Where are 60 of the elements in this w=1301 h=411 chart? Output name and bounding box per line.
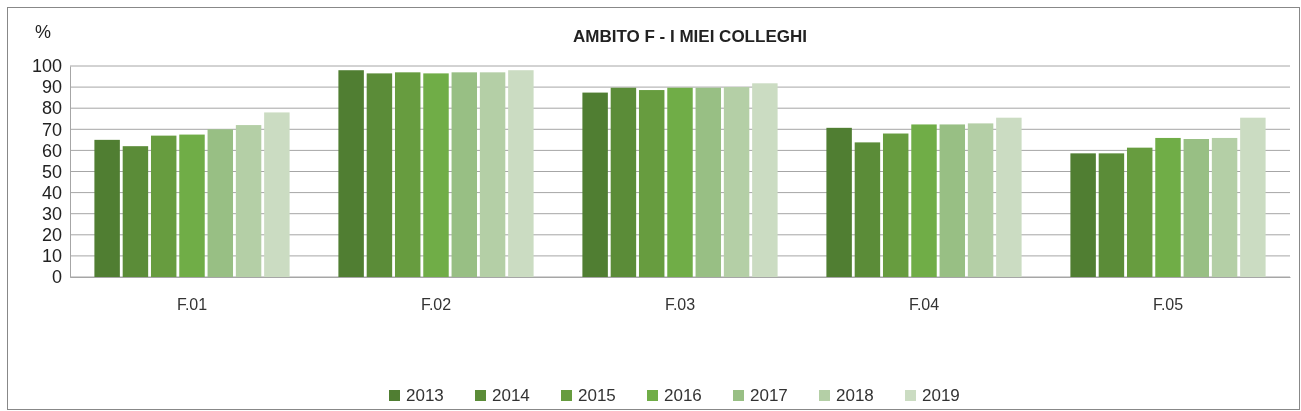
legend-label: 2015: [578, 386, 616, 405]
y-tick-label: 90: [41, 77, 62, 98]
y-tick-label: 0: [51, 267, 62, 288]
bar: [1183, 139, 1210, 277]
bar: [394, 72, 421, 277]
bar: [508, 70, 534, 277]
bar: [695, 87, 722, 277]
bar: [967, 123, 994, 277]
bar: [723, 87, 750, 277]
x-tick-label: F.03: [664, 296, 696, 314]
y-tick-label: 20: [41, 225, 62, 246]
bar: [366, 73, 393, 277]
y-axis-title: %: [34, 22, 52, 42]
legend-label: 2018: [836, 386, 874, 405]
bar: [150, 135, 177, 277]
chart-title: AMBITO F - I MIEI COLLEGHI: [573, 27, 807, 46]
bar: [1126, 147, 1153, 277]
bar: [826, 127, 852, 277]
bar: [122, 146, 149, 277]
bar: [610, 87, 637, 277]
x-tick-label: F.05: [1152, 296, 1184, 314]
bar: [1240, 117, 1266, 277]
x-tick-label: F.04: [908, 296, 940, 314]
bar: [1070, 153, 1096, 277]
bar: [451, 72, 478, 277]
bar: [1098, 153, 1125, 277]
y-tick-label: 80: [41, 98, 62, 119]
bar: [911, 124, 937, 277]
y-tick-label: 60: [41, 140, 62, 161]
bar: [882, 133, 909, 277]
bar: [939, 124, 966, 277]
bar: [854, 142, 881, 277]
y-tick-label: 40: [41, 182, 62, 203]
bar: [752, 83, 778, 277]
legend-label: 2014: [492, 386, 530, 405]
y-tick-label: 70: [41, 119, 62, 140]
bar: [479, 72, 506, 277]
bar: [338, 70, 364, 277]
x-tick-label: F.02: [420, 296, 452, 314]
bar: [1155, 137, 1181, 277]
bar: [638, 90, 665, 277]
y-tick-label: 50: [41, 161, 62, 182]
legend-label: 2013: [406, 386, 444, 405]
y-tick-label: 100: [31, 56, 62, 77]
bar: [996, 117, 1022, 277]
bar: [582, 92, 608, 277]
bar: [235, 125, 262, 277]
bar: [94, 139, 120, 277]
x-tick-label: F.01: [176, 296, 208, 314]
bar: [667, 87, 693, 277]
bar: [1211, 137, 1238, 277]
legend-label: 2019: [922, 386, 960, 405]
y-tick-label: 30: [41, 203, 62, 224]
legend-label: 2017: [750, 386, 788, 405]
y-tick-label: 10: [41, 246, 62, 267]
bar: [264, 112, 290, 277]
bar: [423, 73, 449, 277]
bar: [179, 134, 205, 277]
legend-label: 2016: [664, 386, 702, 405]
bar: [207, 129, 234, 277]
